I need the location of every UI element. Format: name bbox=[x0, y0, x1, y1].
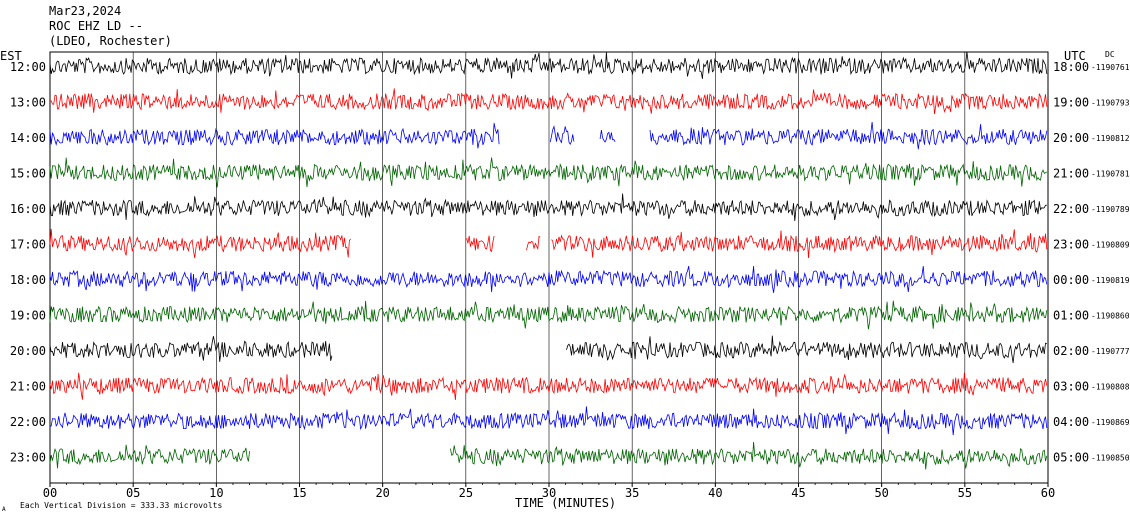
dc-offset-label: -1190793 bbox=[1091, 99, 1130, 108]
x-tick-label: 50 bbox=[874, 486, 888, 500]
x-tick-label: 60 bbox=[1041, 486, 1055, 500]
est-time-label: 12:00 bbox=[10, 60, 46, 74]
est-time-label: 15:00 bbox=[10, 167, 46, 181]
utc-time-label: 20:00 bbox=[1053, 131, 1089, 145]
trace-line bbox=[49, 228, 1048, 259]
corner-mark: A bbox=[2, 506, 6, 513]
utc-time-label: 04:00 bbox=[1053, 415, 1089, 429]
trace-line bbox=[49, 122, 1048, 150]
trace-line bbox=[49, 372, 1048, 401]
utc-time-label: 18:00 bbox=[1053, 60, 1089, 74]
dc-offset-label: -1190777 bbox=[1091, 347, 1130, 356]
est-time-label: 18:00 bbox=[10, 273, 46, 287]
dc-label: DC bbox=[1105, 50, 1115, 59]
est-time-label: 20:00 bbox=[10, 344, 46, 358]
header-station: ROC EHZ LD -- bbox=[49, 19, 143, 33]
trace-line bbox=[49, 51, 1048, 79]
x-tick-label: 25 bbox=[459, 486, 473, 500]
x-tick-label: 15 bbox=[292, 486, 306, 500]
dc-offset-label: -1190819 bbox=[1091, 276, 1130, 285]
header-source: (LDEO, Rochester) bbox=[49, 34, 172, 48]
utc-time-label: 23:00 bbox=[1053, 238, 1089, 252]
trace-line bbox=[49, 406, 1048, 436]
right-axis-title: UTC bbox=[1064, 49, 1086, 63]
dc-offset-label: -1190808 bbox=[1091, 383, 1130, 392]
est-time-label: 19:00 bbox=[10, 309, 46, 323]
trace-line bbox=[50, 88, 1048, 115]
est-time-label: 16:00 bbox=[10, 202, 46, 216]
trace-line bbox=[49, 266, 1048, 293]
dc-offset-label: -1190789 bbox=[1091, 205, 1130, 214]
x-tick-label: 55 bbox=[958, 486, 972, 500]
x-tick-label: 00 bbox=[43, 486, 57, 500]
x-tick-label: 20 bbox=[375, 486, 389, 500]
est-time-label: 17:00 bbox=[10, 238, 46, 252]
est-time-label: 13:00 bbox=[10, 96, 46, 110]
header-date: Mar23,2024 bbox=[49, 4, 122, 18]
est-time-label: 23:00 bbox=[10, 451, 46, 465]
utc-time-label: 22:00 bbox=[1053, 202, 1089, 216]
dc-offset-label: -1190812 bbox=[1091, 134, 1130, 143]
dc-offset-label: -1190869 bbox=[1091, 418, 1130, 427]
x-tick-label: 30 bbox=[542, 486, 556, 500]
trace-layer bbox=[49, 51, 1048, 470]
utc-time-label: 01:00 bbox=[1053, 309, 1089, 323]
dc-offset-label: -1190850 bbox=[1091, 454, 1130, 463]
trace-line bbox=[49, 193, 1047, 222]
utc-time-label: 03:00 bbox=[1053, 380, 1089, 394]
scale-note: Each Vertical Division = 333.33 microvol… bbox=[20, 501, 222, 510]
trace-line bbox=[49, 441, 1048, 470]
left-axis-title: EST bbox=[0, 49, 22, 63]
grid-layer bbox=[49, 51, 1049, 487]
utc-time-label: 00:00 bbox=[1053, 273, 1089, 287]
x-tick-label: 35 bbox=[625, 486, 639, 500]
dc-offset-label: -1190860 bbox=[1091, 312, 1130, 321]
dc-offset-label: -1190781 bbox=[1091, 170, 1130, 179]
trace-line bbox=[49, 300, 1048, 330]
utc-time-label: 21:00 bbox=[1053, 167, 1089, 181]
utc-time-label: 19:00 bbox=[1053, 96, 1089, 110]
utc-time-label: 05:00 bbox=[1053, 451, 1089, 465]
est-time-label: 14:00 bbox=[10, 131, 46, 145]
x-tick-label: 05 bbox=[126, 486, 140, 500]
dc-offset-label: -1190761 bbox=[1091, 63, 1130, 72]
trace-line bbox=[49, 335, 1047, 363]
est-time-label: 21:00 bbox=[10, 380, 46, 394]
x-tick-label: 40 bbox=[708, 486, 722, 500]
x-tick-label: 45 bbox=[791, 486, 805, 500]
x-axis-label: TIME (MINUTES) bbox=[515, 496, 616, 510]
utc-time-label: 02:00 bbox=[1053, 344, 1089, 358]
x-tick-label: 10 bbox=[209, 486, 223, 500]
dc-offset-label: -1190809 bbox=[1091, 241, 1130, 250]
est-time-label: 22:00 bbox=[10, 415, 46, 429]
trace-line bbox=[49, 157, 1048, 188]
